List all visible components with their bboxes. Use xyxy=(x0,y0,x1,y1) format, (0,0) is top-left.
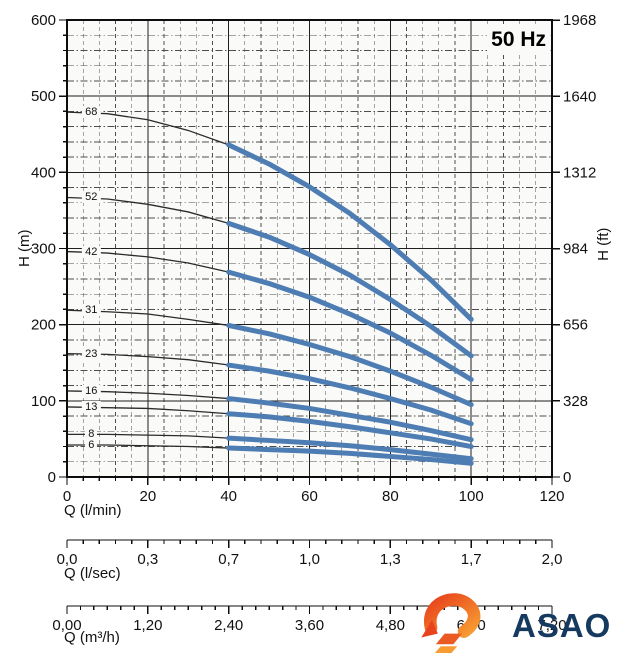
lsec-tick-label: 1,3 xyxy=(380,551,401,568)
y-left-tick-label: 300 xyxy=(31,241,56,258)
curve-label-16: 16 xyxy=(82,384,101,397)
pump-curve-6-bold xyxy=(226,445,474,466)
m3h-tick-label: 3,60 xyxy=(295,617,324,634)
pump-curve-68-bold xyxy=(226,142,474,322)
pump-curve-13-bold xyxy=(226,411,474,450)
asao-logo-text: ASAO xyxy=(512,607,612,644)
m3h-tick-label: 7,20 xyxy=(537,617,566,634)
curve-label-23: 23 xyxy=(82,347,101,360)
pump-curve-42-bold xyxy=(226,269,474,383)
asao-logo: ASAO xyxy=(416,585,622,653)
frequency-badge: 50 Hz xyxy=(487,27,550,53)
y-left-tick-label: 100 xyxy=(31,393,56,410)
lsec-tick-label: 1,7 xyxy=(461,551,482,568)
logo-swoosh-tip xyxy=(421,619,438,638)
x-tick-label: 20 xyxy=(139,488,156,505)
logo-stripe-1 xyxy=(435,633,463,645)
curve-label-68: 68 xyxy=(82,106,101,119)
curve-label-6: 6 xyxy=(85,439,98,451)
x-tick-label: 80 xyxy=(382,488,399,505)
x-tick-label: 60 xyxy=(301,488,318,505)
curve-label-52: 52 xyxy=(82,191,101,204)
y-left-tick-label: 200 xyxy=(31,317,56,334)
pump-curve-23-bold xyxy=(226,362,474,427)
pump-curve-52-bold xyxy=(226,220,474,359)
y-left-tick-label: 0 xyxy=(48,469,56,486)
x-tick-label: 40 xyxy=(220,488,237,505)
y-right-tick-label: 984 xyxy=(563,241,588,258)
x-axis-title-lsec: Q (l/sec) xyxy=(64,565,121,582)
lsec-tick-label: 0,7 xyxy=(218,551,239,568)
y-right-tick-label: 328 xyxy=(563,393,588,410)
logo-swoosh xyxy=(424,593,481,638)
x-tick-label: 0 xyxy=(63,488,71,505)
right-axis-title: H (ft) xyxy=(594,227,612,261)
asao-logo-mark-icon xyxy=(421,593,481,653)
y-right-tick-label: 0 xyxy=(563,469,571,486)
y-right-tick-label: 1968 xyxy=(563,12,596,29)
logo-stripe-2 xyxy=(434,646,458,653)
lsec-tick-label: 2,0 xyxy=(542,551,563,568)
y-left-tick-label: 500 xyxy=(31,88,56,105)
x-tick-label: 120 xyxy=(539,488,564,505)
y-right-tick-label: 656 xyxy=(563,317,588,334)
x-axis-title-lmin: Q (l/min) xyxy=(64,502,122,519)
curve-label-31: 31 xyxy=(82,304,101,317)
lsec-tick-label: 0,0 xyxy=(57,551,78,568)
y-left-tick-label: 400 xyxy=(31,164,56,181)
pump-curve-16-bold xyxy=(226,396,474,443)
x-tick-label: 100 xyxy=(459,488,484,505)
lsec-tick-label: 0,3 xyxy=(137,551,158,568)
curve-label-42: 42 xyxy=(82,245,101,258)
m3h-tick-label: 1,20 xyxy=(133,617,162,634)
left-axis-title: H (m) xyxy=(15,229,33,268)
y-right-tick-label: 1312 xyxy=(563,164,596,181)
pump-curve-8-bold xyxy=(226,435,474,462)
m3h-tick-label: 4,80 xyxy=(376,617,405,634)
x-axis-title-m3h: Q (m³/h) xyxy=(64,629,120,646)
curve-label-13: 13 xyxy=(82,400,101,413)
curve-label-8: 8 xyxy=(85,428,98,441)
y-left-tick-label: 600 xyxy=(31,12,56,29)
pump-curve-31-bold xyxy=(226,322,474,408)
y-right-tick-label: 1640 xyxy=(563,88,596,105)
lsec-tick-label: 1,0 xyxy=(299,551,320,568)
m3h-tick-label: 0,00 xyxy=(52,617,81,634)
m3h-tick-label: 2,40 xyxy=(214,617,243,634)
